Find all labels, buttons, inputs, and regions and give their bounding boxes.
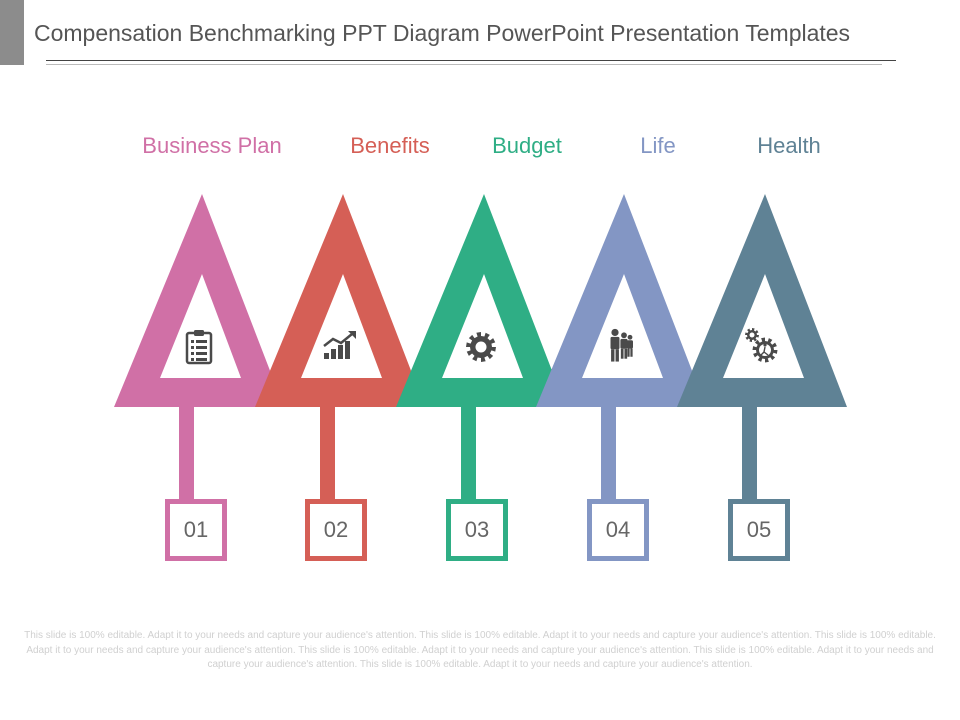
step-number-04: 04 xyxy=(587,499,649,561)
arrow-stem-03 xyxy=(461,403,476,503)
label-business-plan: Business Plan xyxy=(142,133,282,158)
title-divider-secondary xyxy=(46,64,882,65)
growth-chart-icon xyxy=(323,331,356,359)
arrow-head-05 xyxy=(677,194,847,407)
label-benefits: Benefits xyxy=(350,133,430,158)
arrow-head-04 xyxy=(536,194,706,407)
label-health: Health xyxy=(757,133,821,158)
arrow-stem-05 xyxy=(742,403,757,503)
arrow-05 xyxy=(677,194,847,503)
gear-icon xyxy=(466,332,496,362)
clipboard-list-icon xyxy=(185,330,213,365)
page-title: Compensation Benchmarking PPT Diagram Po… xyxy=(34,20,851,46)
gears-runner-icon xyxy=(745,328,778,363)
step-number-02: 02 xyxy=(305,499,367,561)
step-number-05: 05 xyxy=(728,499,790,561)
label-life: Life xyxy=(640,133,676,158)
people-icon xyxy=(610,328,633,362)
arrow-01 xyxy=(114,194,284,503)
arrow-head-01 xyxy=(114,194,284,407)
arrow-04 xyxy=(536,194,706,503)
step-number-03: 03 xyxy=(446,499,508,561)
arrow-stem-04 xyxy=(601,403,616,503)
arrow-head-02 xyxy=(255,194,425,407)
title-divider xyxy=(46,60,896,61)
title-accent-bar xyxy=(0,0,24,65)
arrow-stem-02 xyxy=(320,403,335,503)
arrow-head-03 xyxy=(396,194,566,407)
label-budget: Budget xyxy=(492,133,562,158)
footer-note: This slide is 100% editable. Adapt it to… xyxy=(24,630,936,670)
arrow-stem-01 xyxy=(179,403,194,503)
step-number-01: 01 xyxy=(165,499,227,561)
arrow-03 xyxy=(396,194,566,503)
arrow-02 xyxy=(255,194,425,503)
